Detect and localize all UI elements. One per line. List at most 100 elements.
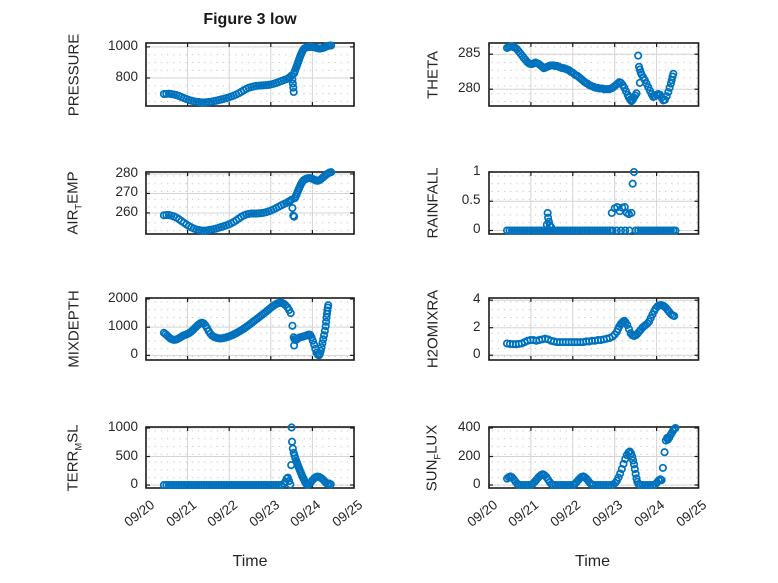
data-point — [631, 469, 640, 478]
data-point — [197, 480, 206, 490]
data-point — [653, 226, 662, 235]
data-point — [658, 226, 667, 235]
series-rainfall — [502, 167, 680, 235]
data-point — [502, 226, 511, 235]
data-point — [202, 480, 211, 490]
data-point — [286, 480, 295, 489]
data-point — [320, 326, 329, 335]
data-point — [322, 317, 331, 326]
data-point — [551, 480, 560, 490]
subplot-terr-msl — [145, 423, 355, 490]
data-point — [588, 480, 597, 490]
ytick-label-mixdepth: 1000 — [107, 318, 138, 334]
data-point — [262, 480, 271, 490]
data-point — [535, 226, 544, 235]
data-point — [616, 226, 625, 235]
data-point — [222, 480, 231, 490]
series-h2omixra — [502, 300, 678, 349]
data-point — [669, 425, 678, 434]
data-point — [174, 480, 183, 490]
data-point — [319, 335, 328, 344]
data-point — [232, 480, 241, 490]
data-point — [204, 480, 213, 490]
ytick-label-pressure: 1000 — [107, 37, 138, 53]
data-point — [199, 480, 208, 490]
data-point — [504, 226, 514, 235]
data-point — [561, 480, 570, 490]
data-point — [288, 444, 297, 453]
data-point — [287, 423, 296, 432]
data-point — [310, 340, 319, 349]
ytick-label-h2omixra: 4 — [472, 291, 481, 307]
data-point — [522, 226, 531, 235]
ytick-label-sun-flux: 200 — [457, 447, 481, 463]
data-point — [641, 226, 650, 235]
data-point — [670, 423, 680, 433]
ytick-label-terr-msl: 1000 — [107, 419, 138, 435]
data-point — [254, 480, 263, 490]
data-point — [656, 226, 665, 235]
series-terr-msl — [159, 423, 335, 490]
xlabel-time-right: Time — [575, 553, 610, 570]
data-point — [622, 320, 631, 329]
ytick-label-terr-msl: 0 — [130, 476, 138, 492]
data-point — [244, 480, 253, 490]
data-point — [618, 459, 628, 468]
ytick-label-h2omixra: 2 — [472, 318, 481, 334]
data-point — [646, 226, 655, 235]
data-point — [591, 480, 600, 490]
data-point — [567, 226, 576, 235]
data-point — [665, 83, 674, 92]
data-point — [209, 480, 218, 490]
axes-box — [145, 297, 355, 361]
data-point — [227, 480, 236, 490]
data-point — [628, 179, 637, 188]
y-axis-label-h2omixra: H2OMIXRA — [424, 289, 442, 369]
data-point — [192, 480, 201, 490]
axes-box — [145, 42, 355, 107]
data-point — [661, 226, 670, 235]
subplot-air-temp — [145, 168, 355, 235]
data-point — [668, 69, 677, 78]
data-point — [242, 480, 251, 490]
data-point — [553, 480, 562, 490]
data-point — [267, 480, 276, 490]
axes-box — [487, 297, 699, 361]
data-point — [327, 41, 336, 50]
series-air-temp — [159, 168, 336, 235]
data-point — [207, 480, 216, 490]
data-point — [229, 480, 238, 490]
data-point — [272, 480, 281, 490]
data-point — [651, 226, 660, 235]
ytick-label-sun-flux: 400 — [457, 418, 481, 434]
data-point — [189, 480, 198, 490]
data-point — [666, 79, 675, 88]
data-point — [628, 456, 637, 465]
data-point — [631, 89, 641, 98]
data-point — [636, 226, 645, 235]
ytick-label-terr-msl: 500 — [115, 447, 138, 463]
data-point — [269, 480, 278, 490]
data-point — [288, 321, 297, 330]
data-point — [249, 480, 258, 490]
data-point — [620, 455, 629, 464]
data-point — [317, 343, 326, 352]
data-point — [164, 480, 173, 490]
axes-box — [487, 42, 699, 107]
data-point — [169, 480, 178, 490]
data-point — [595, 226, 604, 235]
y-axis-label-sun-flux: SUNFLUX — [423, 424, 443, 491]
data-point — [631, 226, 640, 235]
ytick-label-air-temp: 280 — [115, 164, 138, 180]
data-point — [627, 452, 636, 461]
data-point — [562, 226, 571, 235]
data-point — [520, 226, 529, 235]
ytick-label-mixdepth: 2000 — [107, 289, 138, 305]
data-point — [515, 226, 524, 235]
data-point — [669, 311, 678, 321]
data-point — [177, 480, 186, 490]
figure-title: Figure 3 low — [203, 11, 297, 28]
data-point — [324, 301, 333, 310]
xlabel-time-left: Time — [232, 553, 268, 570]
